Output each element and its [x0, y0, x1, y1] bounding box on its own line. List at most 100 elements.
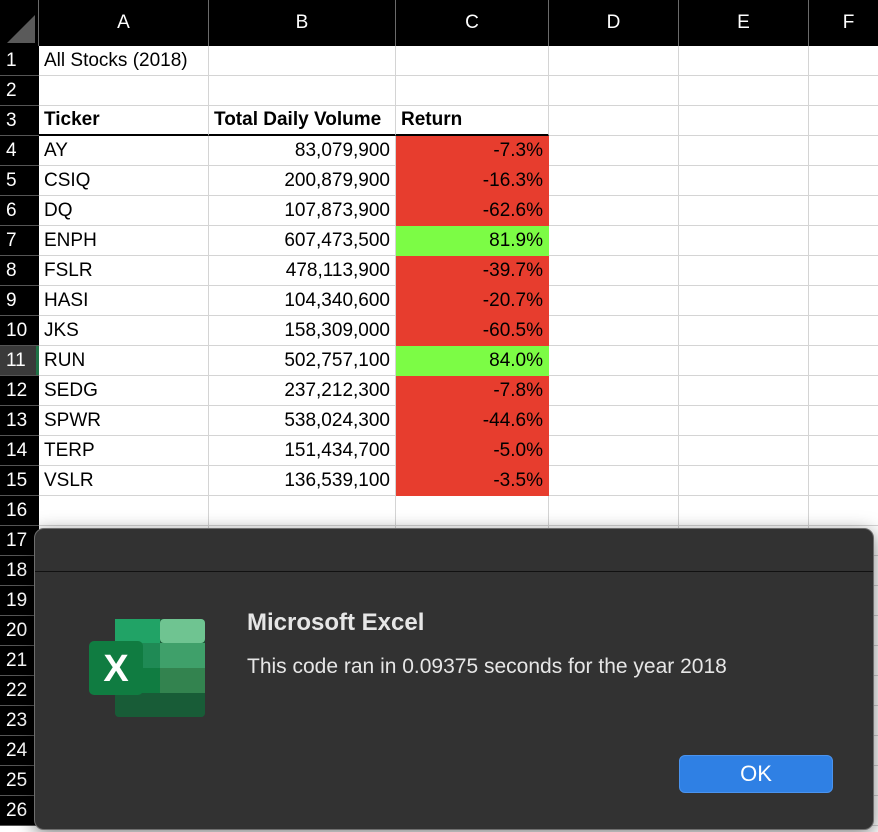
cell-f15[interactable] [809, 466, 878, 496]
volume-cell[interactable]: 478,113,900 [209, 256, 396, 286]
row-header-3[interactable]: 3 [0, 106, 39, 136]
cell-d9[interactable] [549, 286, 679, 316]
cell-b2[interactable] [209, 76, 396, 106]
cell-f10[interactable] [809, 316, 878, 346]
header-return[interactable]: Return [396, 106, 549, 136]
cell-c1[interactable] [396, 46, 549, 76]
ticker-cell[interactable]: RUN [39, 346, 209, 376]
row-header-23[interactable]: 23 [0, 706, 39, 736]
cell-e7[interactable] [679, 226, 809, 256]
ticker-cell[interactable]: HASI [39, 286, 209, 316]
cell-a1[interactable]: All Stocks (2018) [39, 46, 209, 76]
column-header-f[interactable]: F [809, 0, 878, 46]
row-header-24[interactable]: 24 [0, 736, 39, 766]
row-header-4[interactable]: 4 [0, 136, 39, 166]
cell-f9[interactable] [809, 286, 878, 316]
ticker-cell[interactable]: DQ [39, 196, 209, 226]
return-cell[interactable]: -44.6% [396, 406, 549, 436]
cell-e12[interactable] [679, 376, 809, 406]
return-cell[interactable]: -7.3% [396, 136, 549, 166]
cell-e5[interactable] [679, 166, 809, 196]
cell-e3[interactable] [679, 106, 809, 136]
row-header-17[interactable]: 17 [0, 526, 39, 556]
return-cell[interactable]: -20.7% [396, 286, 549, 316]
cell-f1[interactable] [809, 46, 878, 76]
volume-cell[interactable]: 538,024,300 [209, 406, 396, 436]
cell-e6[interactable] [679, 196, 809, 226]
row-header-19[interactable]: 19 [0, 586, 39, 616]
column-header-b[interactable]: B [209, 0, 396, 46]
return-cell[interactable]: -5.0% [396, 436, 549, 466]
return-cell[interactable]: 81.9% [396, 226, 549, 256]
select-all-corner[interactable] [0, 0, 39, 46]
cell-a2[interactable] [39, 76, 209, 106]
row-header-18[interactable]: 18 [0, 556, 39, 586]
cell-f2[interactable] [809, 76, 878, 106]
cell-b1[interactable] [209, 46, 396, 76]
row-header-9[interactable]: 9 [0, 286, 39, 316]
row-header-16[interactable]: 16 [0, 496, 39, 526]
cell-d4[interactable] [549, 136, 679, 166]
row-header-7[interactable]: 7 [0, 226, 39, 256]
ticker-cell[interactable]: SEDG [39, 376, 209, 406]
ticker-cell[interactable]: JKS [39, 316, 209, 346]
row-header-12[interactable]: 12 [0, 376, 39, 406]
volume-cell[interactable]: 200,879,900 [209, 166, 396, 196]
cell-f16[interactable] [809, 496, 878, 526]
volume-cell[interactable]: 136,539,100 [209, 466, 396, 496]
row-header-26[interactable]: 26 [0, 796, 39, 826]
return-cell[interactable]: -3.5% [396, 466, 549, 496]
ticker-cell[interactable]: SPWR [39, 406, 209, 436]
volume-cell[interactable]: 151,434,700 [209, 436, 396, 466]
cell-d5[interactable] [549, 166, 679, 196]
header-total-daily-volume[interactable]: Total Daily Volume [209, 106, 396, 136]
row-header-25[interactable]: 25 [0, 766, 39, 796]
ticker-cell[interactable]: VSLR [39, 466, 209, 496]
cell-f13[interactable] [809, 406, 878, 436]
row-header-5[interactable]: 5 [0, 166, 39, 196]
cell-f14[interactable] [809, 436, 878, 466]
cell-f12[interactable] [809, 376, 878, 406]
cell-d10[interactable] [549, 316, 679, 346]
cell-e16[interactable] [679, 496, 809, 526]
cell-f3[interactable] [809, 106, 878, 136]
ok-button[interactable]: OK [679, 755, 833, 793]
return-cell[interactable]: -7.8% [396, 376, 549, 406]
row-header-22[interactable]: 22 [0, 676, 39, 706]
cell-c2[interactable] [396, 76, 549, 106]
column-header-e[interactable]: E [679, 0, 809, 46]
row-header-1[interactable]: 1 [0, 46, 39, 76]
cell-d7[interactable] [549, 226, 679, 256]
column-header-d[interactable]: D [549, 0, 679, 46]
cell-e13[interactable] [679, 406, 809, 436]
cell-e14[interactable] [679, 436, 809, 466]
cell-d13[interactable] [549, 406, 679, 436]
ticker-cell[interactable]: CSIQ [39, 166, 209, 196]
cell-e1[interactable] [679, 46, 809, 76]
row-header-13[interactable]: 13 [0, 406, 39, 436]
column-header-a[interactable]: A [39, 0, 209, 46]
row-header-2[interactable]: 2 [0, 76, 39, 106]
volume-cell[interactable]: 237,212,300 [209, 376, 396, 406]
cell-e2[interactable] [679, 76, 809, 106]
cell-d12[interactable] [549, 376, 679, 406]
cell-e4[interactable] [679, 136, 809, 166]
row-header-8[interactable]: 8 [0, 256, 39, 286]
row-header-11[interactable]: 11 [0, 346, 39, 376]
cell-d3[interactable] [549, 106, 679, 136]
cell-d8[interactable] [549, 256, 679, 286]
cell-b16[interactable] [209, 496, 396, 526]
dialog-titlebar[interactable] [35, 529, 873, 572]
volume-cell[interactable]: 104,340,600 [209, 286, 396, 316]
cell-d2[interactable] [549, 76, 679, 106]
cell-e10[interactable] [679, 316, 809, 346]
return-cell[interactable]: -62.6% [396, 196, 549, 226]
row-header-6[interactable]: 6 [0, 196, 39, 226]
cell-d15[interactable] [549, 466, 679, 496]
ticker-cell[interactable]: TERP [39, 436, 209, 466]
column-header-c[interactable]: C [396, 0, 549, 46]
ticker-cell[interactable]: ENPH [39, 226, 209, 256]
cell-d11[interactable] [549, 346, 679, 376]
ticker-cell[interactable]: AY [39, 136, 209, 166]
